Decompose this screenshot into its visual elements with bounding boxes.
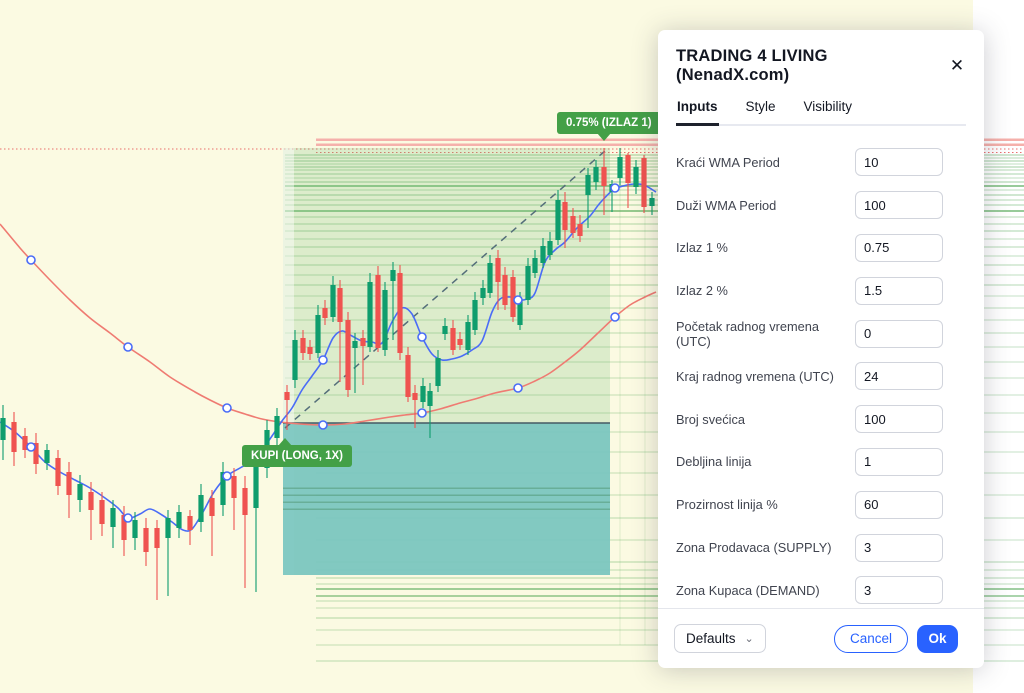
field-label: Kraj radnog vremena (UTC) bbox=[676, 368, 834, 384]
entry-signal-label: KUPI (LONG, 1X) bbox=[242, 438, 353, 467]
field-label: Debljina linija bbox=[676, 454, 752, 470]
field-label: Zona Prodavaca (SUPPLY) bbox=[676, 540, 832, 556]
field-input-5[interactable] bbox=[855, 362, 943, 391]
entry-signal-text: KUPI (LONG, 1X) bbox=[251, 450, 344, 462]
field-input-1[interactable] bbox=[855, 191, 943, 220]
tab-inputs[interactable]: Inputs bbox=[676, 99, 719, 126]
field-input-8[interactable] bbox=[855, 490, 943, 519]
field-label: Duži WMA Period bbox=[676, 197, 777, 213]
field-row: Zona Kupaca (DEMAND) bbox=[676, 569, 943, 612]
dialog-footer: Defaults ⌄ Cancel Ok bbox=[658, 609, 984, 668]
field-row: Broj svećica bbox=[676, 398, 943, 441]
field-row: Kraći WMA Period bbox=[676, 141, 943, 184]
field-input-2[interactable] bbox=[855, 233, 943, 262]
field-row: Zona Prodavaca (SUPPLY) bbox=[676, 526, 943, 569]
field-row: Prozirnost linija % bbox=[676, 483, 943, 526]
tab-visibility[interactable]: Visibility bbox=[803, 99, 853, 114]
field-input-9[interactable] bbox=[855, 533, 943, 562]
tab-style[interactable]: Style bbox=[745, 99, 776, 114]
dialog-tabs: Inputs Style Visibility bbox=[676, 99, 966, 126]
field-input-3[interactable] bbox=[855, 276, 943, 305]
field-label: Zona Kupaca (DEMAND) bbox=[676, 582, 820, 598]
exit-signal-label: 0.75% (IZLAZ 1) bbox=[557, 112, 661, 141]
field-label: Broj svećica bbox=[676, 411, 745, 427]
exit-signal-text: 0.75% (IZLAZ 1) bbox=[566, 117, 652, 129]
dialog-title: TRADING 4 LIVING (NenadX.com) bbox=[676, 47, 828, 84]
field-input-10[interactable] bbox=[855, 576, 943, 605]
field-label: Izlaz 2 % bbox=[676, 283, 728, 299]
defaults-dropdown[interactable]: Defaults ⌄ bbox=[674, 624, 766, 653]
pointer-up-icon bbox=[278, 438, 292, 446]
ok-button[interactable]: Ok bbox=[917, 624, 958, 653]
chevron-down-icon: ⌄ bbox=[744, 632, 754, 645]
indicator-settings-dialog: TRADING 4 LIVING (NenadX.com) ✕ Inputs St… bbox=[658, 30, 984, 668]
dialog-header: TRADING 4 LIVING (NenadX.com) ✕ bbox=[658, 30, 984, 85]
field-label: Kraći WMA Period bbox=[676, 154, 780, 170]
dialog-fields: Kraći WMA Period Duži WMA Period Izlaz 1 %… bbox=[658, 126, 984, 612]
defaults-label: Defaults bbox=[686, 631, 736, 646]
close-icon: ✕ bbox=[949, 56, 965, 75]
field-row: Duži WMA Period bbox=[676, 184, 943, 227]
field-input-4[interactable] bbox=[855, 319, 943, 348]
cancel-button[interactable]: Cancel bbox=[833, 624, 908, 653]
field-row: Izlaz 2 % bbox=[676, 269, 943, 312]
field-row: Kraj radnog vremena (UTC) bbox=[676, 355, 943, 398]
footer-divider bbox=[658, 608, 984, 609]
field-input-6[interactable] bbox=[855, 405, 943, 434]
close-button[interactable]: ✕ bbox=[944, 53, 970, 79]
field-label: Izlaz 1 % bbox=[676, 240, 728, 256]
field-input-7[interactable] bbox=[855, 447, 943, 476]
field-row: Debljina linija bbox=[676, 441, 943, 484]
field-row: Izlaz 1 % bbox=[676, 227, 943, 270]
field-row: Početak radnog vremena (UTC) bbox=[676, 312, 943, 355]
pointer-down-icon bbox=[597, 133, 611, 141]
field-input-0[interactable] bbox=[855, 148, 943, 177]
field-label: Početak radnog vremena (UTC) bbox=[676, 318, 819, 349]
field-label: Prozirnost linija % bbox=[676, 497, 778, 513]
